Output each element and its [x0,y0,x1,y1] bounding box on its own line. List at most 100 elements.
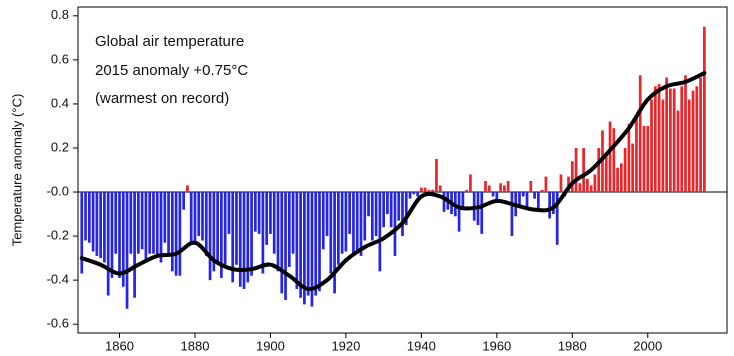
y-axis-label: Temperature anomaly (°C) [9,94,24,247]
bar [650,99,653,193]
bar [189,192,193,245]
bar [412,192,416,195]
bar [152,192,155,254]
bar [321,192,325,250]
bar [265,192,269,245]
bar [589,185,593,193]
bar [148,192,152,254]
bar [167,192,170,254]
bar [465,189,469,193]
bar [250,192,253,276]
bar [84,192,87,241]
bar [212,192,216,272]
bar [325,192,329,237]
bar [525,192,529,210]
bar [393,192,397,256]
bar [284,192,287,300]
bar [231,192,235,283]
bar [114,192,118,254]
bar [95,192,99,256]
bar [118,192,121,278]
bar [484,181,487,193]
bar [604,154,608,193]
bar [461,192,465,208]
bar [487,185,491,193]
x-tick-label: 1860 [105,338,134,353]
y-tick-label: 0.6 [51,51,69,66]
bar [555,192,559,245]
bar [435,158,438,193]
bar [253,192,257,232]
y-tick-label: 0.4 [51,95,69,110]
bar [631,143,635,193]
bar [280,192,284,294]
bar [567,176,570,193]
bar [510,192,514,237]
bar [616,167,619,193]
bar [623,147,627,193]
bar [370,192,374,241]
bar [137,192,140,254]
bar [287,192,291,267]
bar [548,192,552,219]
bar [438,185,442,193]
bar [140,192,144,250]
bar [261,192,265,274]
bar [106,192,110,296]
x-tick-label: 1980 [558,338,587,353]
bar [257,192,261,234]
x-tick-label: 1900 [256,338,285,353]
y-tick-label: -0.4 [47,272,69,287]
bar [352,192,355,256]
bar [382,192,385,228]
bar [359,192,363,256]
bar [276,192,280,272]
bar [235,192,238,265]
annotation: 2015 anomaly +0.75°C [95,62,248,79]
bar [540,189,544,193]
bar [344,192,348,252]
bar [582,147,585,193]
annotation: (warmest on record) [95,90,229,107]
bar [518,192,521,206]
bar [642,125,646,193]
bar [423,187,427,193]
bar [299,192,302,298]
bar [389,192,393,228]
bar [121,192,125,287]
bar [480,192,484,234]
bar [665,77,668,193]
bar [186,185,189,193]
bar [223,192,227,265]
x-tick-label: 1960 [482,338,511,353]
annotation: Global air temperature [95,33,244,50]
bar [246,192,250,283]
bar [386,192,389,215]
bar [680,86,684,193]
bar [174,192,178,276]
plot-area [78,26,727,309]
bar [295,192,299,289]
bar [619,163,623,193]
bar [291,192,295,254]
bar [336,192,340,265]
bar [521,192,525,197]
bar [491,192,495,197]
bar [699,77,702,193]
bar [529,181,533,193]
bar [242,192,246,289]
bar [469,174,472,193]
bar [374,192,378,237]
bar [574,147,578,193]
bar [401,192,404,237]
bar [593,174,597,193]
bar [348,192,352,234]
bar [99,192,102,259]
bar [687,99,691,193]
bar [695,86,699,193]
y-tick-label: -0.2 [47,228,69,243]
x-tick-label: 1920 [331,338,360,353]
x-tick-label: 1940 [407,338,436,353]
bar [703,26,706,193]
